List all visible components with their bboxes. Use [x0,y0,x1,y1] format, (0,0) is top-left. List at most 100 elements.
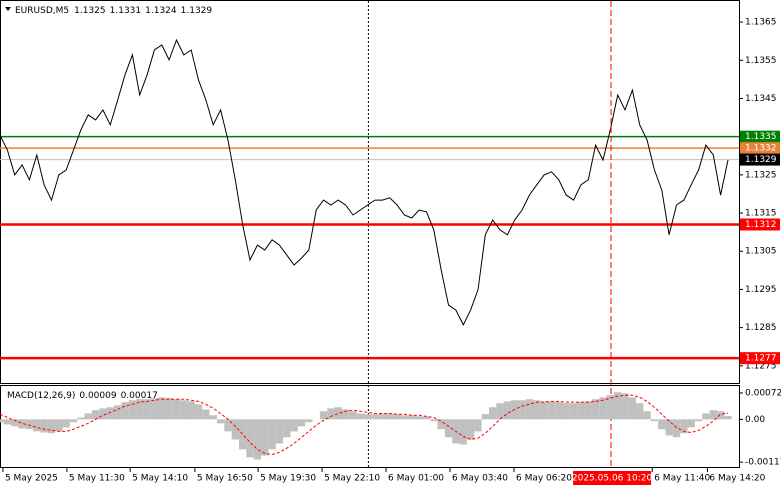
histogram-bar [297,419,306,427]
histogram-bar [687,419,695,428]
histogram-bar [503,401,512,420]
macd-header: MACD(12,26,9) 0.00009 0.00017 [7,391,158,401]
histogram-bar [246,419,254,458]
header: EURUSD,M5 1.1325 1.1331 1.1324 1.1329 [15,6,212,16]
histogram-bar [386,413,394,420]
x-tick-label: 6 May 11:40 [654,474,710,484]
histogram-bar [466,419,475,440]
x-tick-label: 6 May 06:20 [516,474,572,484]
histogram-bar [231,419,239,440]
histogram-bar [99,408,107,420]
histogram-bar [349,411,357,420]
y-tick-label: 1.1365 [745,18,777,28]
histogram-bar [3,419,12,425]
histogram-bar [62,419,70,428]
macd-panel-frame [0,385,740,468]
menu-icon[interactable] [5,7,11,11]
histogram-bar [518,400,526,420]
histogram-bar [540,401,548,420]
histogram-bar [143,399,151,420]
histogram-bar [55,419,63,432]
histogram-bar [555,402,563,420]
histogram-bar [216,419,225,424]
histogram-bar [150,398,159,420]
histogram-bar [525,399,534,420]
x-tick-label: 5 May 11:30 [69,474,125,484]
histogram-bar [91,410,100,420]
close: 1.1329 [181,6,213,16]
histogram-bar [694,419,703,422]
histogram-bar [0,419,4,423]
histogram-bar [261,419,269,456]
histogram-bar [621,393,629,420]
histogram-bar [47,419,56,434]
histogram-bar [650,419,659,422]
histogram-bar [40,419,48,433]
histogram-bar [187,401,195,420]
histogram-bar [334,407,342,420]
price-line [0,38,729,327]
histogram-bar [238,419,247,450]
histogram-bar [283,419,291,438]
histogram-bar [121,402,129,420]
x-tick-label: 6 May 14:20 [709,474,765,484]
histogram-bar [327,408,335,420]
histogram-bar [569,403,578,420]
histogram-bar [180,400,188,420]
histogram-bar [628,397,637,420]
crosshair-label-bg [573,471,652,485]
low: 1.1324 [145,6,177,16]
histogram-bar [84,413,92,420]
macd-value: 0.00009 [79,391,116,401]
histogram-bar [400,415,409,420]
histogram-bar [136,399,144,420]
histogram-bar [613,392,622,420]
level-label: 1.1332 [745,144,777,154]
level-label-bg [740,142,780,155]
y-tick-label: 1.1355 [745,56,777,66]
histogram-bar [33,419,41,432]
histogram-bar [253,419,262,460]
x-tick-label: 5 May 14:10 [132,474,188,484]
y-tick-label: 1.1275 [745,361,777,371]
x-tick-label: 5 May 16:50 [197,474,253,484]
histogram-bar [356,413,364,420]
level-label-bg [740,130,780,143]
histogram-bar [194,404,203,420]
y-tick-label: 1.1305 [745,247,777,257]
histogram-bar [77,417,85,420]
histogram-bar [275,419,284,444]
histogram-bar [209,415,217,420]
histogram-bar [363,414,372,420]
histogram-bar [474,419,482,432]
macd-title: MACD(12,26,9) [7,391,75,401]
histogram-bar [165,398,173,420]
histogram-bar [128,400,137,420]
x-tick-label: 6 May 01:00 [388,474,444,484]
x-tick-label: 5 May 22:10 [324,474,380,484]
histogram-bar [709,410,717,420]
histogram-bar [408,415,416,420]
histogram-bar [202,409,210,420]
histogram-bar [547,401,556,420]
histogram-bar [724,416,732,420]
histogram-bar [716,411,725,420]
level-label: 1.1277 [745,354,777,364]
histogram-bar [444,419,453,438]
histogram-bar [658,419,666,430]
histogram-bar [224,419,232,432]
y-tick-label: 1.1285 [745,323,777,333]
y-tick-label: 1.1325 [745,170,777,180]
crosshair-label: 2025.05.06 10:20 [572,474,653,484]
histogram-bar [393,414,401,420]
level-label-bg [740,153,780,166]
histogram-bar [172,399,181,420]
y-tick-label: 0.00072 [745,388,781,398]
histogram-bar [665,419,673,436]
open: 1.1325 [74,6,106,16]
symbol: EURUSD,M5 [15,6,69,16]
histogram-bar [158,397,166,420]
histogram-bar [533,400,541,420]
histogram-bar [680,419,688,434]
histogram-bar [606,395,614,420]
